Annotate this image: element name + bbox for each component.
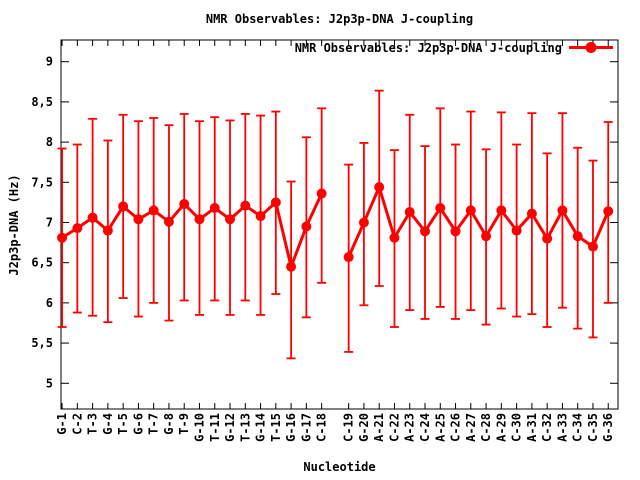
x-tick-label: T-11 (208, 413, 222, 442)
data-point (209, 203, 220, 214)
y-tick-label: 8,5 (31, 95, 53, 109)
chart-title: NMR Observables: J2p3p-DNA J-coupling (205, 12, 474, 26)
data-point (450, 226, 461, 237)
x-tick-label: C-34 (571, 413, 585, 442)
data-point (465, 205, 476, 216)
y-tick-label: 6,5 (31, 256, 53, 270)
data-point (496, 205, 507, 216)
series-line (347, 182, 610, 258)
x-tick-label: C-35 (586, 413, 600, 442)
x-tick-label: T-5 (116, 413, 130, 435)
x-tick-label: C-18 (315, 413, 329, 442)
legend: NMR Observables: J2p3p-DNA J-coupling (295, 40, 614, 55)
x-axis-label: Nucleotide (303, 460, 376, 474)
data-point (240, 200, 251, 211)
x-tick-label: A-33 (555, 413, 569, 442)
series-line (61, 192, 323, 272)
data-point (542, 233, 553, 244)
data-point (374, 182, 385, 193)
data-point (286, 261, 297, 272)
x-tick-label: T-3 (86, 413, 100, 435)
x-tick-label: A-31 (525, 413, 539, 442)
y-tick-label: 6 (46, 296, 53, 310)
data-point (316, 188, 327, 199)
x-tick-label: G-20 (357, 413, 371, 442)
x-tick-label: T-9 (177, 413, 191, 435)
y-tick-label: 7,5 (31, 175, 53, 189)
data-point (435, 203, 446, 214)
x-tick-label: G-36 (601, 413, 615, 442)
data-point (420, 226, 431, 237)
x-tick-label: G-17 (299, 413, 313, 442)
data-point (133, 214, 144, 225)
data-point (87, 212, 98, 223)
legend-marker (585, 42, 597, 53)
data-point (194, 214, 205, 225)
data-point (389, 232, 400, 243)
x-tick-label: C-30 (510, 413, 524, 442)
data-point (57, 232, 68, 243)
x-tick-label: T-13 (238, 413, 252, 442)
data-point (404, 207, 415, 218)
data-point (270, 197, 281, 208)
x-tick-label: C-2 (70, 413, 84, 435)
x-tick-label: A-21 (372, 413, 386, 442)
data-point (587, 241, 598, 252)
plot-border (60, 39, 619, 410)
data-point (526, 208, 537, 219)
x-tick-label: C-19 (342, 413, 356, 442)
x-tick-label: C-24 (418, 413, 432, 442)
x-tick-label: G-8 (162, 413, 176, 435)
data-point (148, 205, 159, 216)
x-tick-label: A-25 (433, 413, 447, 442)
x-tick-label: C-22 (387, 413, 401, 442)
data-point (301, 221, 312, 232)
data-point (511, 225, 522, 236)
data-point (358, 217, 369, 228)
data-point (72, 223, 83, 234)
y-tick-label: 5,5 (31, 336, 53, 350)
data-point (118, 201, 129, 212)
y-tick-label: 7 (46, 215, 53, 229)
x-tick-label: G-10 (192, 413, 206, 442)
x-tick-label: G-14 (254, 413, 268, 442)
x-tick-label: C-26 (449, 413, 463, 442)
legend-label: NMR Observables: J2p3p-DNA J-coupling (294, 40, 562, 55)
y-tick-label: 9 (46, 55, 53, 69)
data-point (163, 216, 174, 227)
y-tick-label: 8 (46, 135, 53, 149)
data-point (481, 231, 492, 242)
data-point (225, 214, 236, 225)
data-point (572, 231, 583, 242)
x-tick-label: T-7 (147, 413, 161, 435)
data-point (255, 211, 266, 222)
x-tick-label: A-29 (494, 413, 508, 442)
y-tick-label: 5 (46, 376, 53, 390)
x-tick-label: G-12 (223, 413, 237, 442)
x-tick-label: G-1 (55, 413, 69, 435)
y-axis-label: J2p3p-DNA (Hz) (7, 174, 21, 276)
data-point (603, 206, 614, 217)
x-tick-label: G-6 (131, 413, 145, 435)
legend-key-sample (569, 42, 613, 53)
x-tick-label: C-28 (479, 413, 493, 442)
x-tick-label: G-16 (284, 413, 298, 442)
x-tick-label: A-23 (403, 413, 417, 442)
data-point (343, 252, 354, 263)
data-point (179, 199, 190, 209)
data-point (102, 225, 113, 236)
data-point (557, 205, 568, 216)
x-tick-label: C-32 (540, 413, 554, 442)
x-tick-label: G-4 (101, 413, 115, 435)
x-tick-label: T-15 (269, 413, 283, 442)
x-tick-label: A-27 (464, 413, 478, 442)
